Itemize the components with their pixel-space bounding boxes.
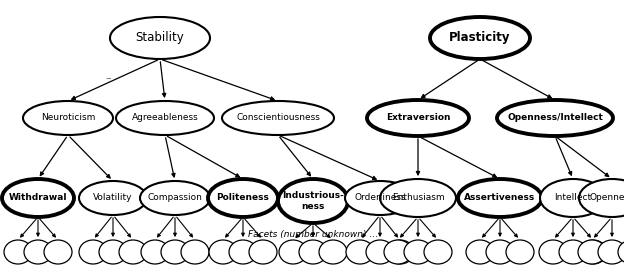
Text: Openness/Intellect: Openness/Intellect [507, 113, 603, 123]
Ellipse shape [367, 100, 469, 136]
Ellipse shape [116, 101, 214, 135]
Text: Plasticity: Plasticity [449, 31, 511, 44]
Ellipse shape [598, 240, 624, 264]
Text: Politeness: Politeness [217, 193, 270, 203]
Ellipse shape [486, 240, 514, 264]
Ellipse shape [345, 181, 415, 215]
Ellipse shape [346, 240, 374, 264]
Ellipse shape [140, 181, 210, 215]
Text: Industrious-
ness: Industrious- ness [282, 191, 344, 211]
Ellipse shape [44, 240, 72, 264]
Ellipse shape [278, 179, 348, 223]
Text: Openness: Openness [590, 193, 624, 203]
Text: Compassion: Compassion [147, 193, 202, 203]
Ellipse shape [208, 179, 278, 217]
Text: Withdrawal: Withdrawal [9, 193, 67, 203]
Text: Assertiveness: Assertiveness [464, 193, 535, 203]
Ellipse shape [578, 240, 606, 264]
Ellipse shape [380, 179, 456, 217]
Ellipse shape [618, 240, 624, 264]
Ellipse shape [559, 240, 587, 264]
Ellipse shape [506, 240, 534, 264]
Ellipse shape [497, 100, 613, 136]
Ellipse shape [222, 101, 334, 135]
Ellipse shape [458, 179, 542, 217]
Ellipse shape [366, 240, 394, 264]
Ellipse shape [299, 240, 327, 264]
Ellipse shape [119, 240, 147, 264]
Ellipse shape [386, 240, 414, 264]
Text: –: – [105, 73, 111, 83]
Ellipse shape [23, 101, 113, 135]
Text: Agreeableness: Agreeableness [132, 113, 198, 123]
Text: Intellect: Intellect [555, 193, 592, 203]
Ellipse shape [110, 17, 210, 59]
Ellipse shape [229, 240, 257, 264]
Text: Volatility: Volatility [93, 193, 133, 203]
Ellipse shape [79, 240, 107, 264]
Text: Orderliness: Orderliness [354, 193, 406, 203]
Ellipse shape [2, 179, 74, 217]
Ellipse shape [540, 179, 606, 217]
Text: Facets (number unknown) …: Facets (number unknown) … [248, 230, 378, 238]
Text: Extraversion: Extraversion [386, 113, 451, 123]
Ellipse shape [99, 240, 127, 264]
Ellipse shape [430, 17, 530, 59]
Ellipse shape [4, 240, 32, 264]
Ellipse shape [466, 240, 494, 264]
Ellipse shape [319, 240, 347, 264]
Ellipse shape [141, 240, 169, 264]
Ellipse shape [404, 240, 432, 264]
Ellipse shape [539, 240, 567, 264]
Ellipse shape [384, 240, 412, 264]
Text: Neuroticism: Neuroticism [41, 113, 95, 123]
Ellipse shape [249, 240, 277, 264]
Ellipse shape [209, 240, 237, 264]
Ellipse shape [79, 181, 147, 215]
Ellipse shape [579, 179, 624, 217]
Ellipse shape [424, 240, 452, 264]
Ellipse shape [279, 240, 307, 264]
Ellipse shape [579, 240, 607, 264]
Ellipse shape [161, 240, 189, 264]
Ellipse shape [181, 240, 209, 264]
Text: Stability: Stability [135, 31, 184, 44]
Text: Enthusiasm: Enthusiasm [392, 193, 444, 203]
Text: Conscientiousness: Conscientiousness [236, 113, 320, 123]
Ellipse shape [24, 240, 52, 264]
